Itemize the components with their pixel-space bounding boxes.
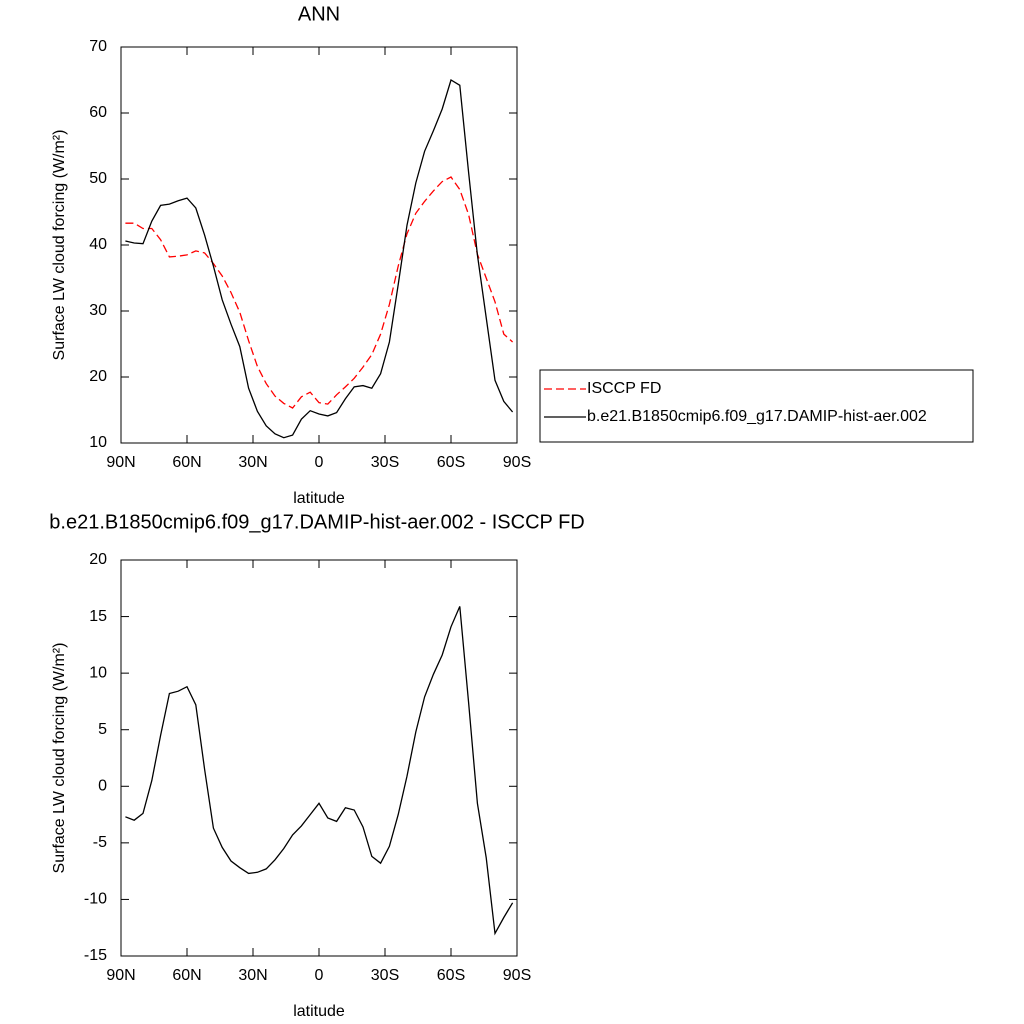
x-tick-label: 0 bbox=[315, 454, 324, 471]
x-tick-label: 90N bbox=[106, 967, 135, 984]
x-axis-label: latitude bbox=[293, 490, 345, 507]
y-tick-label: 15 bbox=[89, 608, 107, 625]
y-tick-label: -15 bbox=[84, 947, 107, 964]
chart-title: b.e21.B1850cmip6.f09_g17.DAMIP-hist-aer.… bbox=[49, 511, 584, 533]
x-tick-label: 60N bbox=[172, 967, 201, 984]
data-line bbox=[125, 79, 514, 439]
y-tick-label: -5 bbox=[93, 834, 107, 851]
x-axis-label: latitude bbox=[293, 1003, 345, 1020]
y-tick-label: -10 bbox=[84, 891, 107, 908]
x-tick-label: 60S bbox=[437, 967, 465, 984]
x-tick-label: 30N bbox=[238, 967, 267, 984]
y-tick-label: 40 bbox=[89, 236, 107, 253]
x-tick-label: 30S bbox=[371, 454, 399, 471]
x-tick-label: 90S bbox=[503, 967, 531, 984]
y-tick-label: 60 bbox=[89, 104, 107, 121]
x-tick-label: 90S bbox=[503, 454, 531, 471]
legend-box bbox=[539, 369, 974, 443]
legend-label: ISCCP FD bbox=[587, 380, 661, 397]
x-tick-label: 30S bbox=[371, 967, 399, 984]
x-tick-label: 30N bbox=[238, 454, 267, 471]
legend-label: b.e21.B1850cmip6.f09_g17.DAMIP-hist-aer.… bbox=[587, 408, 927, 425]
y-tick-label: 70 bbox=[89, 38, 107, 55]
x-tick-label: 90N bbox=[106, 454, 135, 471]
y-tick-label: 10 bbox=[89, 664, 107, 681]
y-tick-label: 30 bbox=[89, 302, 107, 319]
x-tick-label: 0 bbox=[315, 967, 324, 984]
x-tick-label: 60S bbox=[437, 454, 465, 471]
data-line bbox=[125, 176, 514, 409]
x-tick-label: 60N bbox=[172, 454, 201, 471]
y-axis-label: Surface LW cloud forcing (W/m²) bbox=[51, 643, 68, 874]
y-tick-label: 10 bbox=[89, 434, 107, 451]
data-line bbox=[125, 606, 514, 936]
y-tick-label: 5 bbox=[98, 721, 107, 738]
y-tick-label: 20 bbox=[89, 551, 107, 568]
y-tick-label: 50 bbox=[89, 170, 107, 187]
plot-frame bbox=[120, 559, 518, 957]
y-tick-label: 0 bbox=[98, 778, 107, 795]
chart-title: ANN bbox=[298, 3, 340, 25]
y-tick-label: 20 bbox=[89, 368, 107, 385]
plot-frame bbox=[120, 46, 518, 444]
y-axis-label: Surface LW cloud forcing (W/m²) bbox=[51, 130, 68, 361]
